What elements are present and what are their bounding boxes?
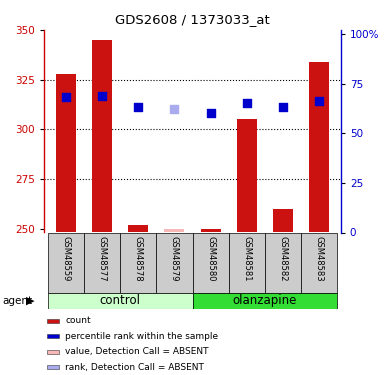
Point bbox=[63, 94, 69, 100]
Bar bbox=[265, 232, 301, 292]
Bar bbox=[192, 232, 229, 292]
Bar bbox=[301, 232, 337, 292]
Point bbox=[316, 99, 322, 105]
Text: ▶: ▶ bbox=[26, 296, 35, 306]
Bar bbox=[47, 334, 59, 338]
Bar bbox=[48, 232, 84, 292]
Text: GSM48582: GSM48582 bbox=[278, 236, 287, 281]
Bar bbox=[47, 319, 59, 323]
Text: control: control bbox=[100, 294, 141, 307]
Text: GSM48577: GSM48577 bbox=[98, 236, 107, 281]
Bar bbox=[56, 74, 76, 232]
Text: GSM48583: GSM48583 bbox=[315, 236, 323, 281]
Bar bbox=[120, 232, 156, 292]
Text: GSM48580: GSM48580 bbox=[206, 236, 215, 281]
Text: count: count bbox=[65, 316, 90, 326]
Bar bbox=[84, 232, 120, 292]
Text: GSM48578: GSM48578 bbox=[134, 236, 143, 281]
Bar bbox=[156, 232, 192, 292]
Point bbox=[280, 104, 286, 110]
Bar bbox=[309, 62, 329, 232]
Text: agent: agent bbox=[2, 296, 32, 306]
Text: olanzapine: olanzapine bbox=[233, 294, 297, 307]
Bar bbox=[48, 292, 192, 309]
Text: GSM48581: GSM48581 bbox=[242, 236, 251, 281]
Bar bbox=[273, 209, 293, 232]
Text: percentile rank within the sample: percentile rank within the sample bbox=[65, 332, 218, 341]
Point bbox=[171, 106, 177, 112]
Text: GSM48579: GSM48579 bbox=[170, 236, 179, 281]
Point bbox=[135, 104, 141, 110]
Bar bbox=[192, 292, 337, 309]
Point bbox=[244, 100, 250, 106]
Text: GSM48559: GSM48559 bbox=[62, 236, 70, 281]
Point bbox=[208, 110, 214, 116]
Bar bbox=[92, 40, 112, 232]
Point bbox=[99, 93, 105, 99]
Bar bbox=[47, 365, 59, 369]
Bar bbox=[47, 350, 59, 354]
Bar bbox=[201, 228, 221, 232]
Bar bbox=[237, 119, 257, 232]
Title: GDS2608 / 1373033_at: GDS2608 / 1373033_at bbox=[115, 13, 270, 26]
Bar bbox=[229, 232, 265, 292]
Bar bbox=[128, 225, 148, 232]
Text: rank, Detection Call = ABSENT: rank, Detection Call = ABSENT bbox=[65, 363, 204, 372]
Bar bbox=[164, 228, 184, 232]
Text: value, Detection Call = ABSENT: value, Detection Call = ABSENT bbox=[65, 347, 209, 356]
